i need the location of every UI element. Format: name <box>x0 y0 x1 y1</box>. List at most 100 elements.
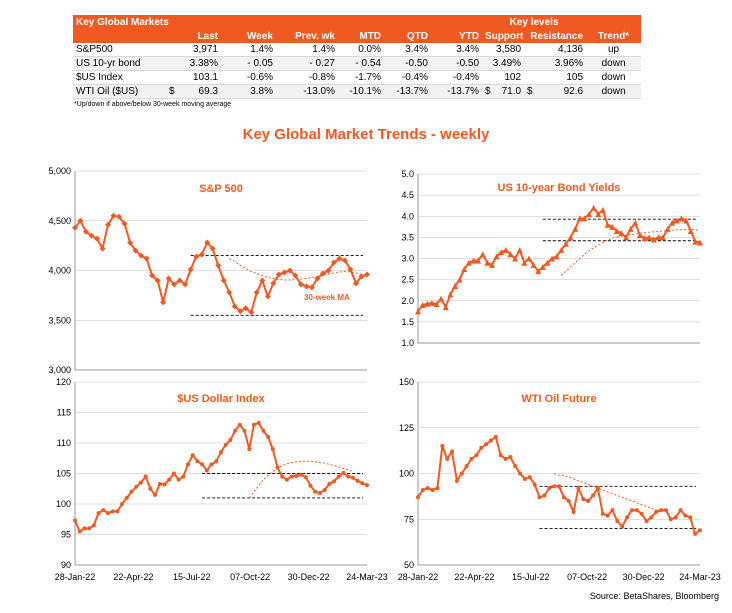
table-title: Key Global Markets <box>73 15 483 29</box>
data-point <box>308 483 313 488</box>
source-note: Source: BetaShares, Bloomberg <box>589 591 719 601</box>
data-point <box>314 275 321 282</box>
data-point <box>105 511 110 516</box>
data-point <box>266 434 271 439</box>
data-point <box>660 234 667 241</box>
data-point <box>284 477 289 482</box>
data-point <box>664 225 671 232</box>
data-point <box>435 486 440 491</box>
data-point <box>121 220 128 227</box>
chart-title: US 10-year Bond Yields <box>498 182 621 194</box>
data-point <box>187 266 194 273</box>
cell-trend: up <box>586 43 642 57</box>
moving-average-line <box>553 473 662 513</box>
cell-value: 92.6 <box>563 86 584 97</box>
data-point <box>557 484 561 489</box>
currency-prefix: $ <box>527 86 533 97</box>
data-point <box>204 239 211 246</box>
data-point <box>479 251 486 258</box>
data-point <box>470 257 477 264</box>
data-point <box>581 215 588 222</box>
data-point <box>275 465 280 470</box>
data-point <box>253 289 260 296</box>
data-point <box>595 486 600 491</box>
data-point <box>228 437 233 442</box>
data-point <box>96 511 101 516</box>
data-point <box>518 471 523 476</box>
data-point <box>512 255 519 262</box>
cell-prev-wk: -0.8% <box>276 70 338 85</box>
data-point <box>498 453 503 458</box>
y-tick-label: 90 <box>61 560 71 570</box>
cell-support: 3,580 <box>482 43 525 57</box>
data-point <box>237 308 244 315</box>
data-point <box>586 211 593 218</box>
col-header-last: Last <box>166 29 221 43</box>
data-point <box>347 266 354 273</box>
data-point <box>134 484 139 489</box>
data-point <box>215 262 222 269</box>
data-point <box>620 524 625 529</box>
data-point <box>469 456 474 461</box>
y-tick-label: 150 <box>399 377 414 387</box>
data-point <box>465 259 472 266</box>
cell-resistance: 4,136 <box>524 43 587 57</box>
data-point <box>627 225 634 232</box>
data-point <box>176 277 183 284</box>
cell-ytd: -0.4% <box>431 70 483 85</box>
cell-value: 69.3 <box>198 86 218 97</box>
data-point <box>521 259 528 266</box>
data-point <box>233 428 238 433</box>
data-point <box>445 456 450 461</box>
y-tick-label: 3.0 <box>401 254 414 264</box>
data-point <box>281 269 288 276</box>
data-point <box>632 219 639 226</box>
data-point <box>176 477 181 482</box>
data-point <box>623 234 630 241</box>
data-point <box>644 519 649 524</box>
cell-support: 3.49% <box>482 56 525 71</box>
table-row: WTI Oil ($US) $69.3 3.8% -13.0% -10.1% -… <box>73 84 642 99</box>
data-point <box>132 247 139 254</box>
y-tick-label: 4,000 <box>48 266 71 276</box>
data-point <box>615 519 620 524</box>
data-point <box>549 255 556 262</box>
data-point <box>479 445 484 450</box>
data-point <box>153 492 158 497</box>
data-point <box>294 473 299 478</box>
y-tick-label: 95 <box>61 530 71 540</box>
data-point <box>697 239 703 246</box>
data-point <box>595 211 602 218</box>
data-point <box>358 273 365 280</box>
y-tick-label: 5,000 <box>48 166 71 176</box>
data-point <box>522 476 527 481</box>
col-header-prev-wk: Prev. wk <box>276 29 338 43</box>
cell-last: 3,971 <box>166 43 221 57</box>
data-point <box>493 434 498 439</box>
main-title: Key Global Market Trends - weekly <box>242 126 490 143</box>
col-header-support: Support <box>482 29 525 43</box>
data-point <box>502 247 509 254</box>
cell-mtd: - 0.54 <box>338 56 384 71</box>
data-point <box>629 508 634 513</box>
data-point <box>182 281 189 288</box>
data-point <box>303 283 310 290</box>
data-point <box>167 477 172 482</box>
data-point <box>99 245 106 252</box>
cell-mtd: 0.0% <box>338 43 384 57</box>
row-name: WTI Oil ($US) <box>73 84 166 99</box>
data-point <box>599 206 606 213</box>
data-point <box>88 232 95 239</box>
data-point <box>325 267 332 274</box>
data-point <box>82 526 87 531</box>
data-point <box>154 277 161 284</box>
data-point <box>214 459 219 464</box>
data-point <box>649 515 654 520</box>
y-tick-label: 50 <box>404 560 414 570</box>
data-point <box>101 508 106 513</box>
data-point <box>581 497 586 502</box>
data-point <box>299 472 304 477</box>
data-point <box>604 221 611 228</box>
data-point <box>138 480 143 485</box>
data-point <box>186 462 191 467</box>
